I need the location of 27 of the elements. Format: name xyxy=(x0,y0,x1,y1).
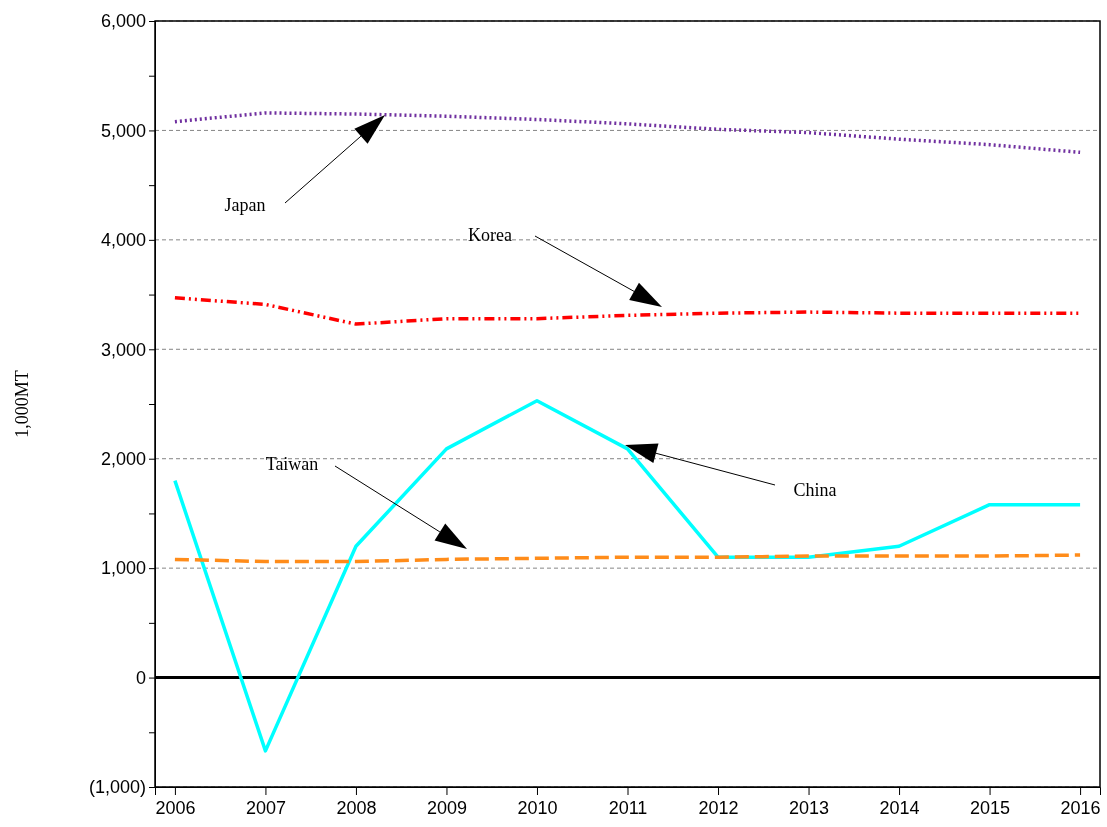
x-tick-label: 2007 xyxy=(245,798,286,819)
annotation: Taiwan xyxy=(265,454,319,475)
y-axis-title: 1,000MT xyxy=(12,370,32,438)
line-series xyxy=(173,398,1082,753)
x-tick-label: 2009 xyxy=(426,798,467,819)
x-tick-label: 2013 xyxy=(789,798,830,819)
y-tick-label: (1,000) xyxy=(88,777,146,798)
annotation: Japan xyxy=(224,195,266,216)
x-tick-label: 2016 xyxy=(1060,798,1101,819)
y-tick-label: 5,000 xyxy=(100,120,146,141)
y-tick-label: 2,000 xyxy=(100,448,146,469)
line-series xyxy=(173,553,1082,564)
x-tick-label: 2011 xyxy=(608,798,648,819)
x-tick-label: 2006 xyxy=(155,798,196,819)
y-tick-label: 1,000 xyxy=(100,558,146,579)
x-tick-label: 2012 xyxy=(698,798,739,819)
y-tick-label: 3,000 xyxy=(100,339,146,360)
y-tick-label: 6,000 xyxy=(100,11,146,32)
x-tick-label: 2008 xyxy=(336,798,377,819)
x-tick-label: 2010 xyxy=(517,798,558,819)
x-tick-label: 2015 xyxy=(970,798,1011,819)
x-tick-label: 2014 xyxy=(879,798,920,819)
y-tick-label: 4,000 xyxy=(100,230,146,251)
y-tick-label: 0 xyxy=(135,667,146,688)
annotation: China xyxy=(793,480,837,501)
annotation: Korea xyxy=(468,225,512,246)
line-series xyxy=(173,111,1082,155)
